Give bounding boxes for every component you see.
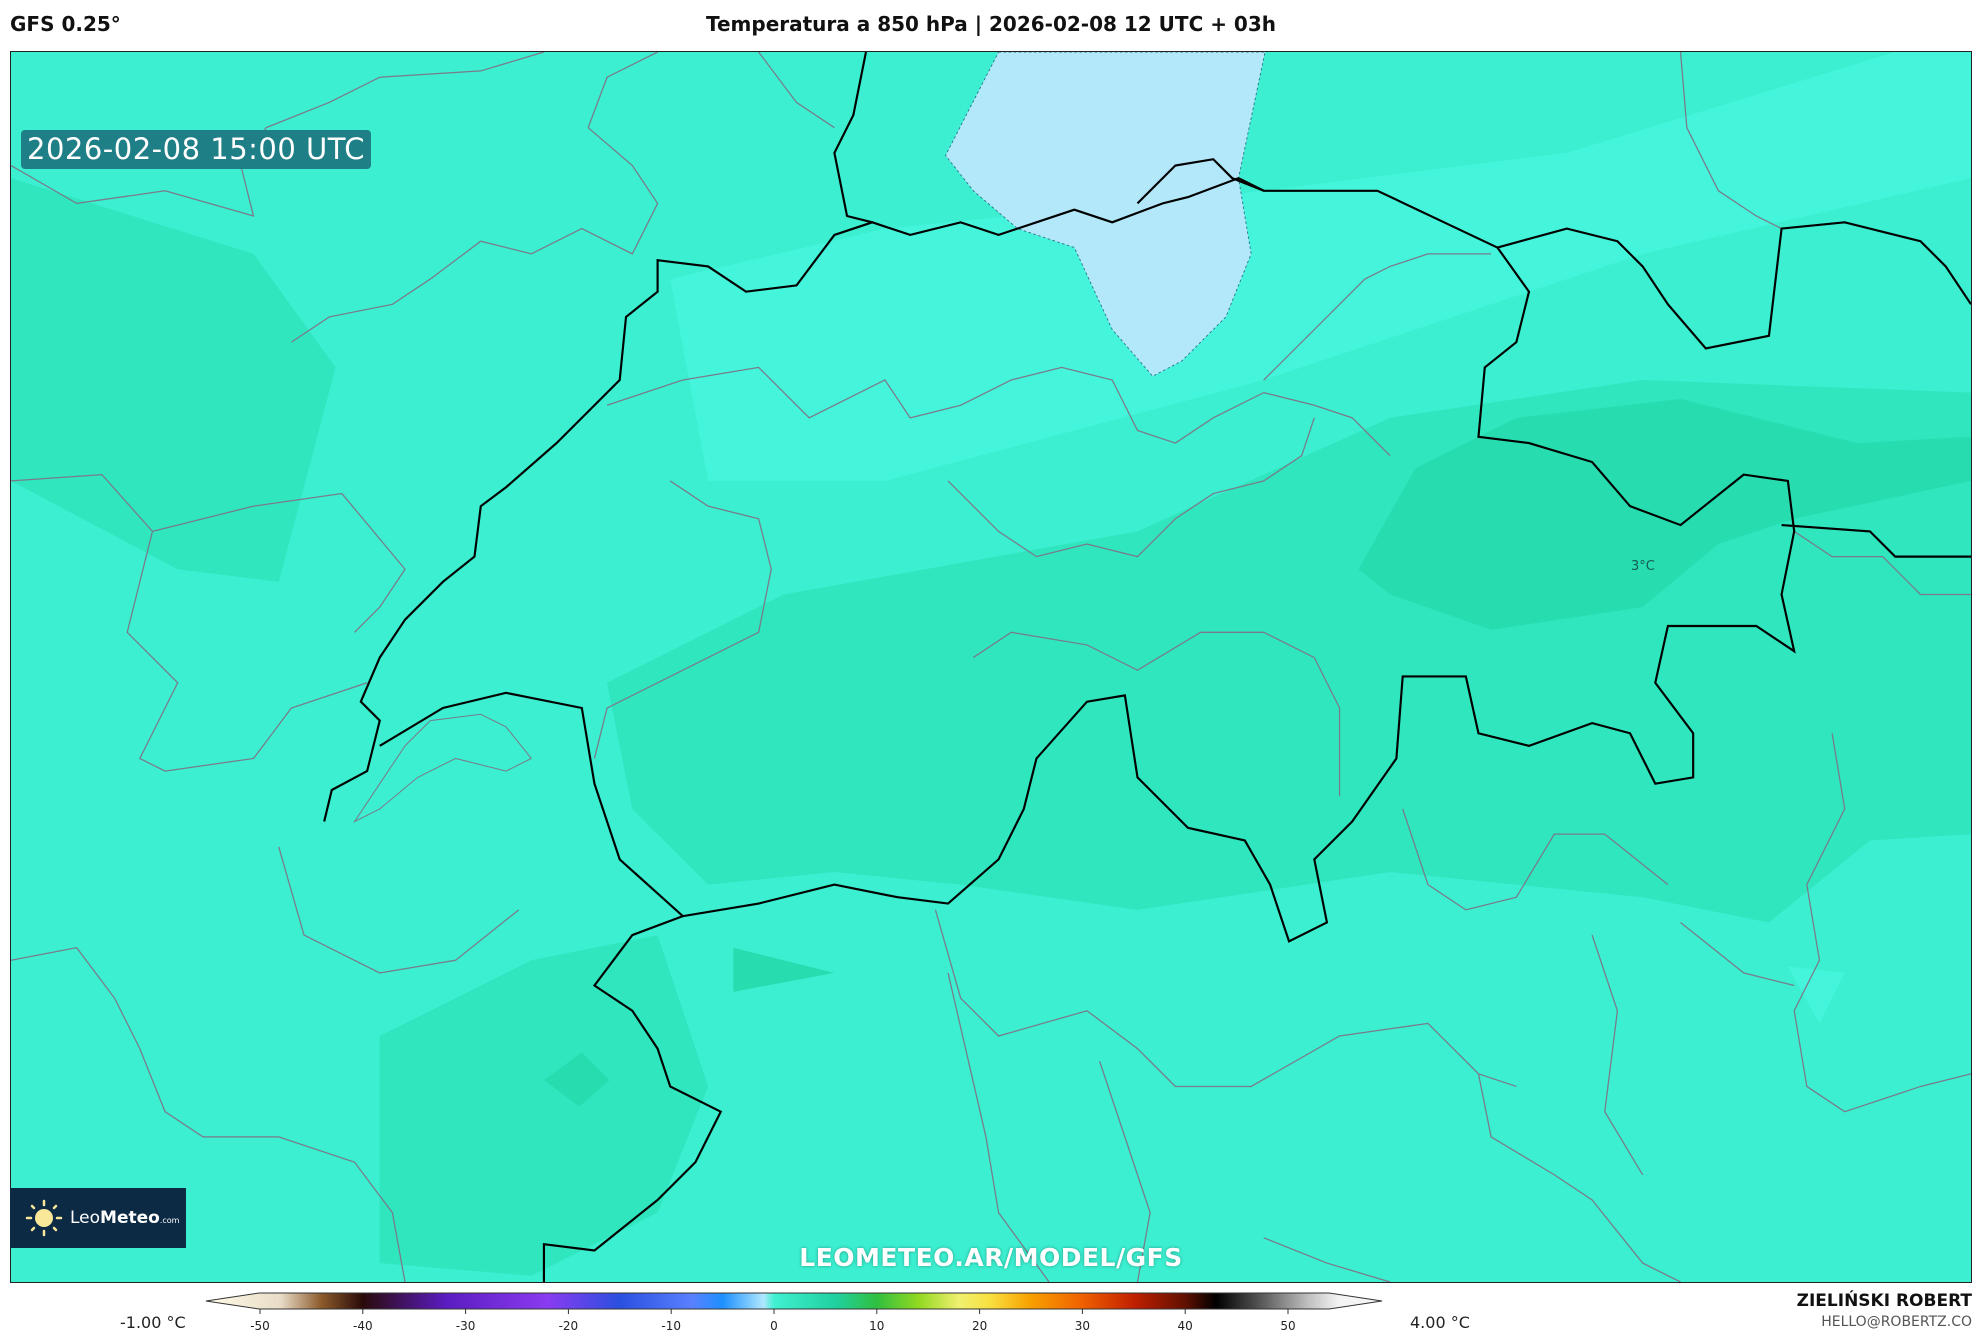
colorbar: -50 -40 -30 -20 -10 0 10 20 30 40 50 [205,1292,1383,1333]
model-label: GFS 0.25° [10,12,121,36]
colorbar-tick-label: -30 [456,1319,476,1333]
temp-band [1358,398,1971,630]
colorbar-tick-label: 40 [1178,1319,1193,1333]
lake-geneva [353,713,533,823]
colorbar-tick-label: -50 [250,1319,270,1333]
temp-band [1787,966,1845,1024]
leometeo-logo: LeoMeteo.com [10,1188,186,1248]
temp-band [543,1052,610,1107]
temp-band [670,52,1971,481]
colorbar-tick-label: 0 [770,1319,778,1333]
colorbar-max-label: 4.00 °C [1410,1313,1470,1332]
valid-time-badge: 2026-02-08 15:00 UTC [21,130,372,169]
temp-band [379,935,709,1276]
colorbar-tick-label: 20 [972,1319,987,1333]
national-borders [323,52,1971,1282]
logo-text: LeoMeteo.com [70,1208,180,1228]
sun-icon [25,1199,63,1237]
temp-band [11,178,336,582]
author-name: ZIELIŃSKI ROBERT [1796,1291,1972,1311]
watermark: LEOMETEO.AR/MODEL/GFS [799,1243,1183,1272]
contour-label: 3°C [1631,559,1655,574]
colorbar-tick-label: 30 [1075,1319,1090,1333]
colorbar-gradient [205,1292,1383,1310]
colorbar-tick-label: 10 [869,1319,884,1333]
colorbar-min-label: -1.00 °C [120,1313,186,1332]
chart-title: Temperatura a 850 hPa | 2026-02-08 12 UT… [705,12,1276,36]
temp-band [733,947,835,992]
colorbar-tick-label: -10 [661,1319,681,1333]
colorbar-tick-label: 50 [1280,1319,1295,1333]
colorbar-tick-label: -40 [353,1319,373,1333]
temperature-map: 2026-02-08 15:00 UTC [10,51,1972,1283]
map-canvas [11,52,1971,1282]
colorbar-tick-label: -20 [559,1319,579,1333]
author-email: HELLO@ROBERTZ.CO [1821,1314,1972,1330]
